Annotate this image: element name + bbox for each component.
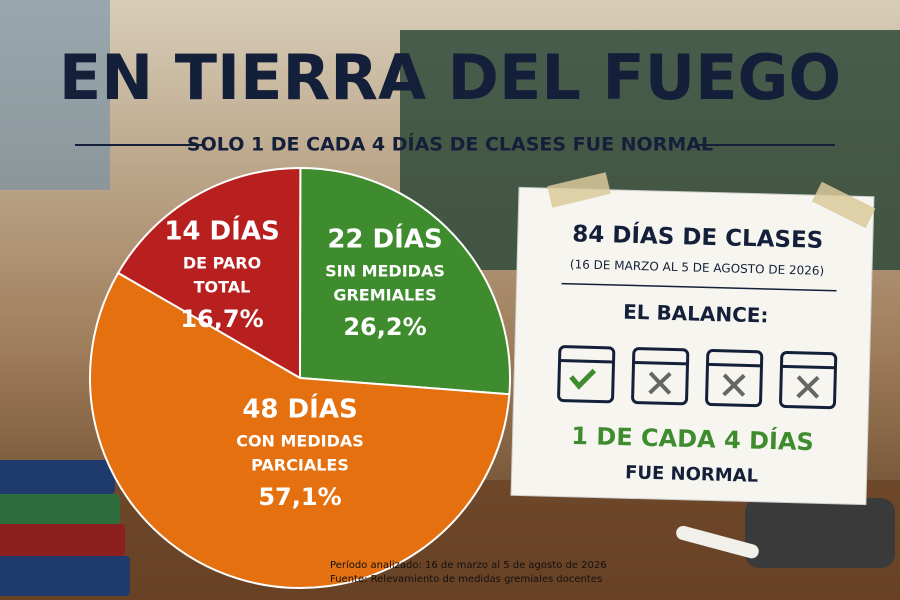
tape [811, 181, 876, 229]
slice-days: 48 DÍAS [242, 393, 357, 425]
wall-map [0, 0, 110, 190]
slice-label: SIN MEDIDAS [325, 262, 445, 281]
card-footer: FUE NORMAL [625, 462, 759, 486]
pie-slice [89, 271, 511, 589]
slice-label: PARCIALES [251, 456, 349, 475]
slice-days: 22 DÍAS [327, 223, 442, 255]
slice-label: CON MEDIDAS [236, 432, 364, 451]
slice-label: DE PARO [183, 254, 261, 273]
slice-value: 16,7% [180, 305, 263, 333]
card-subtitle: (16 DE MARZO AL 5 DE AGOSTO DE 2026) [570, 257, 825, 278]
note: Fuente: Relevamiento de medidas gremiale… [330, 574, 602, 585]
card-highlight: 1 DE CADA 4 DÍAS [571, 421, 814, 456]
pie-slice [116, 166, 302, 380]
note: Período analizado: 16 de marzo al 5 de a… [330, 559, 607, 571]
tape [547, 172, 611, 208]
slice-value: 57,1% [258, 483, 341, 511]
slice-label: GREMIALES [333, 286, 436, 305]
subtitle: SOLO 1 DE CADA 4 DÍAS DE CLASES FUE NORM… [187, 133, 713, 156]
slice-label: TOTAL [194, 278, 251, 297]
pie-slice [298, 166, 511, 396]
slice-value: 26,2% [343, 313, 426, 341]
pie: 14 DÍAS DE PARO TOTAL 16,7% 22 DÍAS SIN MEDID… [89, 166, 511, 589]
note-card: 84 DÍAS DE CLASES (16 DE MARZO AL 5 DE A… [510, 172, 876, 506]
books [0, 460, 130, 596]
title: EN TIERRA DEL FUEGO [59, 41, 841, 114]
card-paper [510, 186, 875, 506]
slice-days: 14 DÍAS [164, 215, 279, 247]
card-balance: EL BALANCE: [623, 300, 769, 328]
chalk [676, 525, 759, 559]
eraser [745, 498, 895, 568]
card-rule [561, 282, 837, 292]
calendars [557, 345, 838, 410]
